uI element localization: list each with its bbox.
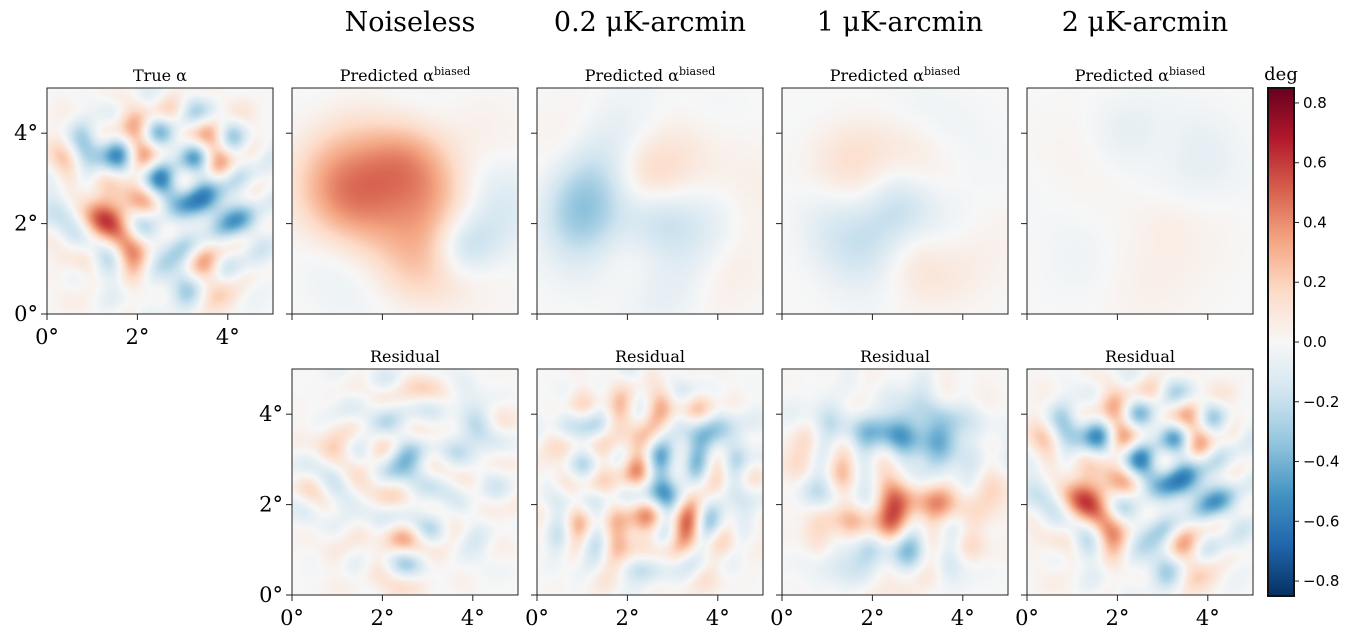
x-tick-label: 4°: [216, 325, 240, 349]
axes-frame: [1026, 87, 1254, 315]
panels: True α 0° 2° 4° 0° 2° 4° Predicted αbiased Predi…: [14, 65, 1254, 629]
colorbar: deg 0.8 0.6 0.4 0.2 0.0 −0.2 −0.4 −0.6 −0.8: [1264, 64, 1339, 597]
y-tick-label: 4°: [14, 121, 38, 145]
y-tick-label: 2°: [259, 493, 283, 517]
x-tick-label: 2°: [615, 606, 639, 629]
heatmap-panel: Predicted αbiased: [531, 65, 764, 320]
heatmap-image: [292, 369, 518, 595]
x-tick-label: 4°: [706, 606, 730, 629]
heatmap-image: [537, 88, 763, 314]
x-tick-label: 2°: [860, 606, 884, 629]
axes-frame: [291, 368, 519, 596]
heatmap-panel: Predicted αbiased: [1021, 65, 1254, 320]
panel-title: Predicted αbiased: [340, 65, 471, 85]
colorbar-tick-label: 0.6: [1303, 154, 1327, 172]
panel-title-superscript: biased: [1169, 65, 1205, 78]
heatmap-panel: Predicted αbiased: [776, 65, 1009, 320]
panel-title-superscript: biased: [924, 65, 960, 78]
colorbar-tick-label: 0.4: [1303, 213, 1327, 231]
axes-frame: [536, 87, 764, 315]
axes-frame: [1026, 368, 1254, 596]
x-tick-label: 0°: [280, 606, 304, 629]
colorbar-tick-label: 0.8: [1303, 94, 1327, 112]
heatmap-panel: Residual 0° 2° 4°: [770, 347, 1009, 629]
colorbar-tick-label: −0.2: [1303, 393, 1339, 411]
heatmap-panel: Residual 0° 2° 4°: [525, 347, 764, 629]
x-tick-label: 2°: [370, 606, 394, 629]
heatmap-image: [537, 369, 763, 595]
x-tick-label: 2°: [125, 325, 149, 349]
column-title-0.2-uk-arcmin: 0.2 μK-arcmin: [554, 7, 746, 38]
heatmap-image: [292, 88, 518, 314]
axes-frame: [536, 368, 764, 596]
axes-frame: [46, 87, 274, 315]
column-title-noiseless: Noiseless: [345, 7, 476, 38]
heatmap-panel: True α 0° 2° 4° 0° 2° 4°: [14, 66, 274, 349]
panel-title: True α: [133, 66, 187, 85]
x-tick-label: 4°: [951, 606, 975, 629]
panel-title: Residual: [1105, 347, 1175, 366]
colorbar-tick-label: −0.6: [1303, 512, 1339, 530]
panel-title: Predicted αbiased: [1075, 65, 1206, 85]
column-titles: Noiseless 0.2 μK-arcmin 1 μK-arcmin 2 μK…: [345, 7, 1229, 38]
x-tick-label: 4°: [461, 606, 485, 629]
panel-title: Residual: [860, 347, 930, 366]
x-tick-label: 4°: [1196, 606, 1220, 629]
column-title-2-uk-arcmin: 2 μK-arcmin: [1062, 7, 1228, 38]
heatmap-image: [47, 88, 273, 314]
axes-frame: [781, 368, 1009, 596]
y-tick-label: 2°: [14, 212, 38, 236]
axes-frame: [781, 87, 1009, 315]
heatmap-image: [1027, 88, 1253, 314]
colorbar-tick-label: −0.4: [1303, 453, 1339, 471]
x-tick-label: 0°: [525, 606, 549, 629]
colorbar-gradient: [1267, 87, 1295, 597]
heatmap-panel: Residual 0° 2° 4° 0° 2° 4°: [259, 347, 519, 629]
x-tick-label: 2°: [1105, 606, 1129, 629]
heatmap-image: [782, 369, 1008, 595]
heatmap-image: [1027, 369, 1253, 595]
heatmap-image: [782, 88, 1008, 314]
colorbar-tick-label: 0.0: [1303, 333, 1327, 351]
panel-title: Residual: [370, 347, 440, 366]
panel-title: Predicted αbiased: [830, 65, 961, 85]
panel-title-superscript: biased: [679, 65, 715, 78]
column-title-1-uk-arcmin: 1 μK-arcmin: [817, 7, 983, 38]
panel-title: Residual: [615, 347, 685, 366]
colorbar-unit-label: deg: [1264, 64, 1298, 85]
y-tick-label: 0°: [259, 583, 283, 607]
panel-title: Predicted αbiased: [585, 65, 716, 85]
axes-frame: [291, 87, 519, 315]
x-tick-label: 0°: [1015, 606, 1039, 629]
colorbar-tick-label: 0.2: [1303, 273, 1327, 291]
colorbar-tick-label: −0.8: [1303, 572, 1339, 590]
y-tick-label: 0°: [14, 302, 38, 326]
x-tick-label: 0°: [35, 325, 59, 349]
y-tick-label: 4°: [259, 402, 283, 426]
heatmap-panel: Predicted αbiased: [286, 65, 519, 320]
x-tick-label: 0°: [770, 606, 794, 629]
heatmap-panel: Residual 0° 2° 4°: [1015, 347, 1254, 629]
panel-title-superscript: biased: [434, 65, 470, 78]
